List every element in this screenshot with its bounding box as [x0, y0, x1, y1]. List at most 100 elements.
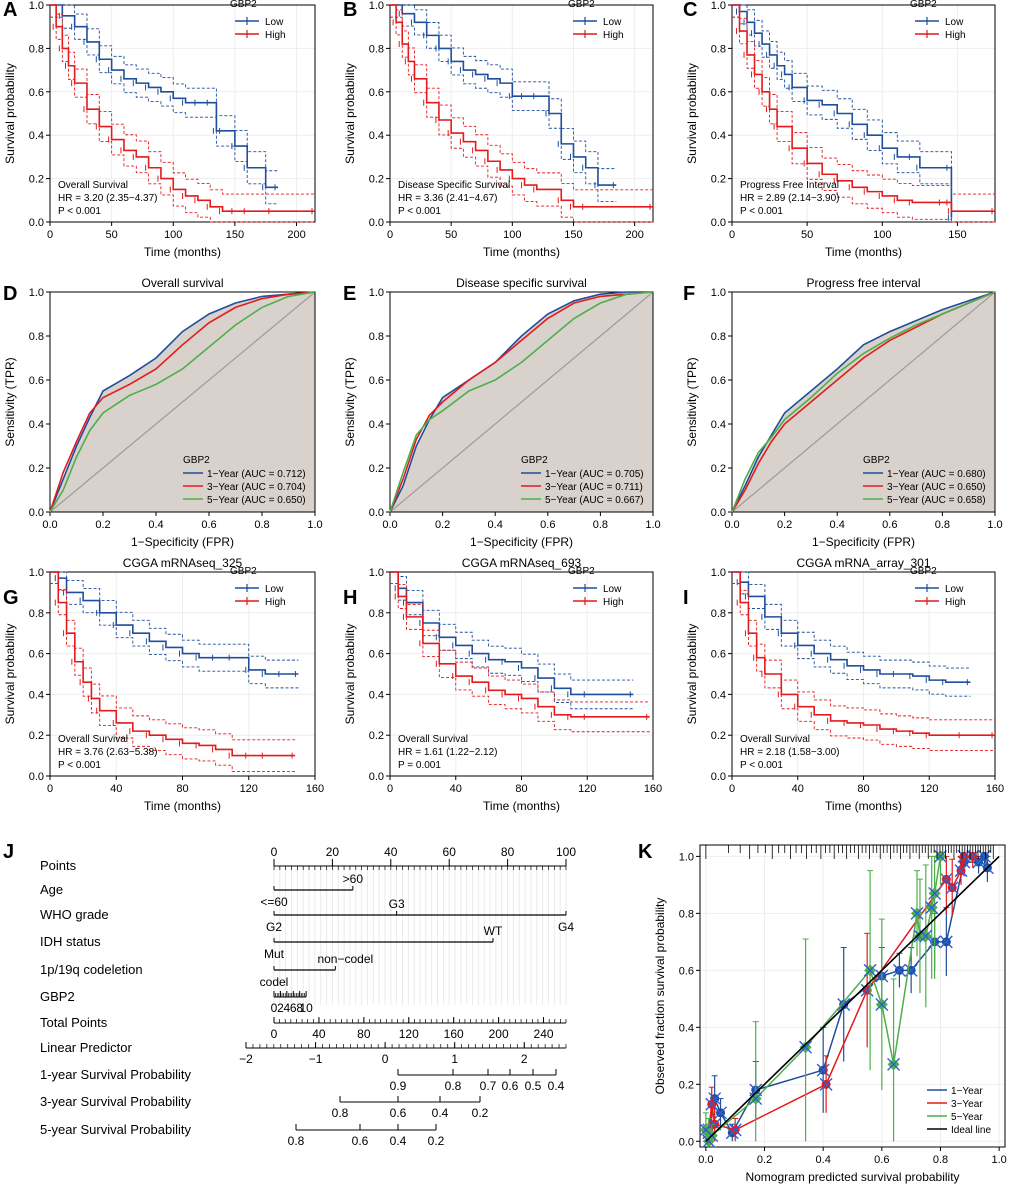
x-tick-label: 0.6 [882, 519, 897, 531]
bootstrap-x-mark [892, 963, 906, 977]
panel-g: G 0 40 80 120 160 0.0 0.2 0.4 0.6 0.8 1.0 Time (mont… [3, 556, 324, 813]
km-annotation: Disease Specific Survival [398, 180, 510, 191]
bootstrap-x-mark [925, 901, 939, 915]
y-tick-label: 0.2 [29, 174, 44, 186]
nomogram-tick-label: 0.9 [390, 1079, 407, 1093]
y-axis-label: Observed fraction survival probability [653, 898, 667, 1095]
nomogram-level-label: G4 [558, 920, 574, 934]
nomogram-tick-label: 1 [451, 1052, 458, 1066]
y-tick-label: 1.0 [369, 287, 384, 299]
nomogram-tick-label: 0 [382, 1052, 389, 1066]
x-tick-label: 1.0 [645, 519, 660, 531]
x-tick-label: 160 [306, 783, 324, 795]
survival-curve [50, 571, 299, 675]
y-tick-label: 0.0 [679, 1136, 694, 1148]
y-axis-label: Survival probability [343, 63, 357, 164]
nomogram-tick-label: 0.6 [502, 1079, 519, 1093]
nomogram-tick-label: 8 [296, 1001, 303, 1015]
y-tick-label: 0.8 [711, 43, 726, 55]
bootstrap-x-mark [928, 886, 942, 900]
bootstrap-x-mark [910, 906, 924, 920]
legend-title: GBP2 [183, 455, 210, 466]
x-axis-label: Time (months) [144, 799, 221, 813]
confidence-band [50, 571, 299, 661]
reference-diagonal [389, 291, 654, 513]
x-tick-label: 100 [164, 229, 182, 241]
legend-label: 3−Year [951, 1099, 983, 1110]
nomogram-tick-label: 0.2 [428, 1134, 445, 1148]
nomogram-row-label: IDH status [40, 934, 101, 949]
panel-a: A 0 50 100 150 200 0.0 0.2 0.4 0.6 0.8 1.0 Time (mon… [3, 0, 316, 259]
nomogram-tick-label: 0.8 [288, 1134, 305, 1148]
legend-label: 1−Year (AUC = 0.680) [887, 469, 986, 480]
legend-label: High [603, 30, 624, 41]
y-axis-label: Survival probability [685, 624, 699, 725]
x-tick-label: 50 [801, 229, 813, 241]
legend-label: High [945, 597, 966, 608]
y-tick-label: 1.0 [29, 287, 44, 299]
chart-title: Disease specific survival [456, 276, 587, 290]
legend-title: GBP2 [521, 455, 548, 466]
legend-label: 5−Year (AUC = 0.667) [545, 495, 644, 506]
plot-frame [49, 4, 316, 223]
x-tick-label: 40 [110, 783, 122, 795]
survival-curve [50, 4, 315, 212]
x-tick-label: 1.0 [991, 1154, 1006, 1166]
panel-label: J [3, 841, 14, 863]
panel-f: F 0.0 0.2 0.4 0.6 0.8 1.0 0.0 0.2 0.4 0.6 0.8 1.0 1−S… [683, 276, 1003, 549]
nomogram-tick-label: −2 [239, 1052, 253, 1066]
x-tick-label: 0.6 [874, 1154, 889, 1166]
confidence-band [50, 571, 296, 741]
y-axis-label: Sensitivity (TPR) [343, 357, 357, 446]
x-tick-label: 150 [948, 229, 966, 241]
y-tick-label: 0.2 [369, 730, 384, 742]
x-tick-label: 0.4 [816, 1154, 831, 1166]
legend-title: GBP2 [568, 566, 595, 577]
y-axis-label: Survival probability [343, 624, 357, 725]
y-tick-label: 0.6 [29, 87, 44, 99]
panel-i: I 0 40 80 120 160 0.0 0.2 0.4 0.6 0.8 1.0 Time (mont… [683, 556, 1004, 813]
plot-frame [49, 291, 316, 513]
x-tick-label: 1.0 [307, 519, 322, 531]
panel-label: A [3, 0, 17, 21]
km-annotation: HR = 1.61 (1.22−2.12) [398, 747, 498, 758]
y-tick-label: 0.8 [679, 908, 694, 920]
bootstrap-x-mark [966, 849, 980, 863]
roc-curve [389, 291, 654, 513]
legend-label: 5−Year [951, 1112, 983, 1123]
x-tick-label: 0 [47, 229, 53, 241]
x-tick-label: 0.0 [724, 519, 739, 531]
x-tick-label: 160 [644, 783, 662, 795]
bootstrap-x-mark [816, 1063, 830, 1077]
x-axis-label: 1−Specificity (FPR) [470, 535, 573, 549]
km-annotation: HR = 3.20 (2.35−4.37) [58, 193, 158, 204]
x-tick-label: 0.4 [830, 519, 845, 531]
confidence-band [390, 16, 653, 223]
plot-frame [699, 844, 1006, 1148]
panel-e: E 0.0 0.2 0.4 0.6 0.8 1.0 0.0 0.2 0.4 0.6 0.8 1.0 1−S… [343, 276, 661, 549]
x-tick-label: 0 [729, 783, 735, 795]
survival-curve [732, 4, 953, 218]
nomogram-tick-label: 100 [556, 845, 576, 859]
y-tick-label: 0.6 [711, 649, 726, 661]
roc-curve [49, 291, 316, 513]
roc-curve [389, 291, 654, 513]
y-axis-label: Survival probability [3, 624, 17, 725]
y-axis-label: Sensitivity (TPR) [3, 357, 17, 446]
y-tick-label: 0.4 [711, 689, 726, 701]
nomogram-tick-label: 2 [521, 1052, 528, 1066]
y-tick-label: 0.4 [369, 689, 384, 701]
x-axis-label: 1−Specificity (FPR) [812, 535, 915, 549]
km-annotation: P < 0.001 [740, 206, 783, 217]
x-tick-label: 200 [287, 229, 305, 241]
nomogram-tick-label: 0.7 [480, 1079, 497, 1093]
y-tick-label: 0.6 [29, 375, 44, 387]
legend-label: Low [945, 17, 964, 28]
nomogram-tick-label: 0 [271, 1027, 278, 1041]
bootstrap-x-mark [749, 1092, 763, 1106]
confidence-band [732, 16, 952, 222]
survival-curve [732, 4, 995, 212]
y-tick-label: 0.4 [711, 419, 726, 431]
bootstrap-x-mark [819, 1077, 833, 1091]
x-axis-label: 1−Specificity (FPR) [131, 535, 234, 549]
